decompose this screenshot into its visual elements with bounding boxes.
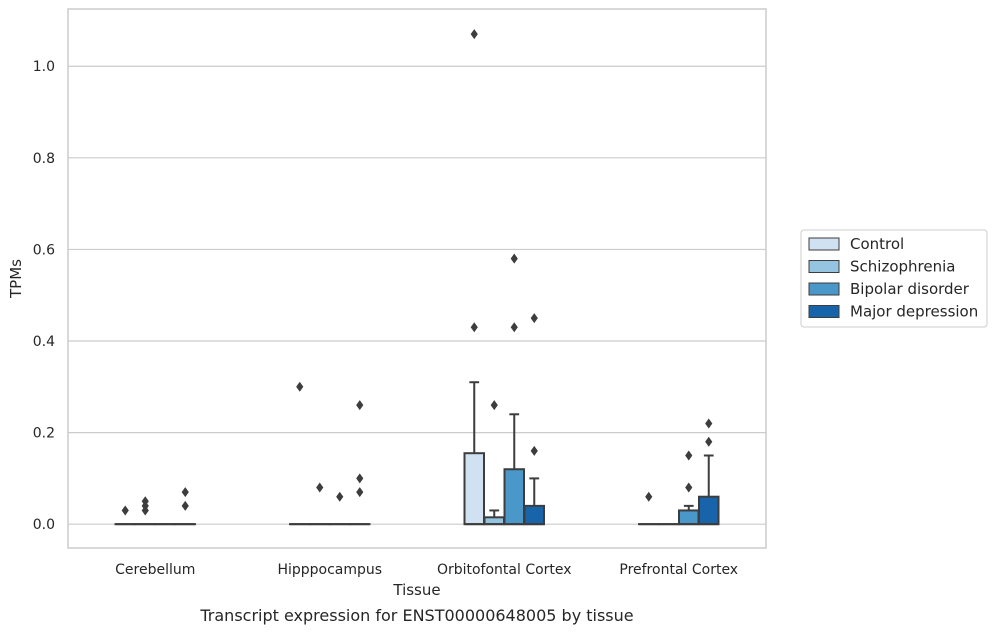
outlier-point	[645, 491, 653, 502]
outlier-point	[181, 487, 189, 498]
figure-caption: Transcript expression for ENST0000064800…	[200, 606, 634, 625]
box-0-2	[463, 29, 485, 526]
y-tick-label: 0.6	[33, 242, 55, 258]
legend-swatch	[808, 237, 840, 251]
outlier-point	[141, 496, 149, 507]
box-body	[463, 452, 485, 526]
box-body	[503, 468, 525, 526]
box-2-2	[503, 253, 525, 526]
y-tick-label: 0.2	[33, 426, 55, 442]
outlier-point	[316, 482, 324, 493]
y-tick-label: 0.0	[33, 517, 55, 533]
outlier-point	[356, 487, 364, 498]
outlier-point	[470, 322, 478, 333]
legend-swatch	[808, 305, 840, 318]
outlier-point	[470, 29, 478, 40]
outlier-point	[490, 400, 498, 411]
box-0-0	[114, 505, 136, 526]
box-1-1	[309, 482, 331, 526]
outlier-point	[121, 505, 129, 516]
box-body	[523, 504, 545, 526]
box-3-2	[523, 313, 545, 526]
box-1-2	[483, 400, 505, 526]
outlier-point	[530, 313, 538, 324]
x-tick-label: Orbitofontal Cortex	[437, 562, 572, 578]
y-tick-label: 1.0	[33, 59, 55, 75]
y-axis-label: TPMs	[7, 259, 25, 299]
outlier-point	[510, 253, 518, 264]
box-3-0	[174, 487, 196, 526]
outlier-point	[705, 436, 713, 447]
legend-label: Schizophrenia	[850, 258, 955, 276]
grid-layer	[68, 65, 766, 525]
outlier-point	[356, 473, 364, 484]
box-3-3	[698, 418, 720, 526]
box-layer	[114, 29, 720, 526]
outlier-point	[181, 500, 189, 511]
legend-swatch	[808, 282, 840, 296]
x-tick-label: Prefrontal Cortex	[619, 562, 738, 578]
outlier-point	[685, 450, 693, 461]
legend-frame	[800, 229, 988, 328]
outlier-point	[296, 381, 304, 392]
box-1-0	[134, 496, 156, 526]
outlier-point	[356, 400, 364, 411]
outlier-point	[336, 491, 344, 502]
y-tick-label: 0.4	[33, 334, 55, 350]
legend-label: Control	[850, 235, 904, 253]
outlier-point	[530, 445, 538, 456]
outlier-point	[705, 418, 713, 429]
box-2-3	[678, 450, 700, 526]
legend: Control Schizophrenia Bipolar disorder Majo…	[800, 229, 988, 328]
legend-swatch	[808, 260, 840, 273]
box-body	[483, 516, 505, 526]
outlier-point	[685, 482, 693, 493]
outlier-point	[510, 322, 518, 333]
box-0-3	[638, 491, 660, 526]
x-axis-label: Tissue	[392, 581, 440, 599]
tick-layer: 0.0 0.2 0.4 0.6 0.8 1.0 Cerebellum Hipppocampus…	[33, 59, 738, 578]
x-tick-label: Cerebellum	[115, 562, 195, 578]
box-body	[678, 509, 700, 526]
legend-label: Bipolar disorder	[850, 280, 970, 298]
box-0-1	[289, 381, 311, 526]
plot-frame	[67, 8, 767, 549]
box-2-1	[329, 491, 351, 526]
box-3-1	[349, 400, 371, 526]
box-body	[698, 495, 720, 526]
legend-label: Major depression	[850, 303, 978, 321]
x-tick-label: Hipppocampus	[277, 562, 382, 578]
y-tick-label: 0.8	[33, 151, 55, 167]
